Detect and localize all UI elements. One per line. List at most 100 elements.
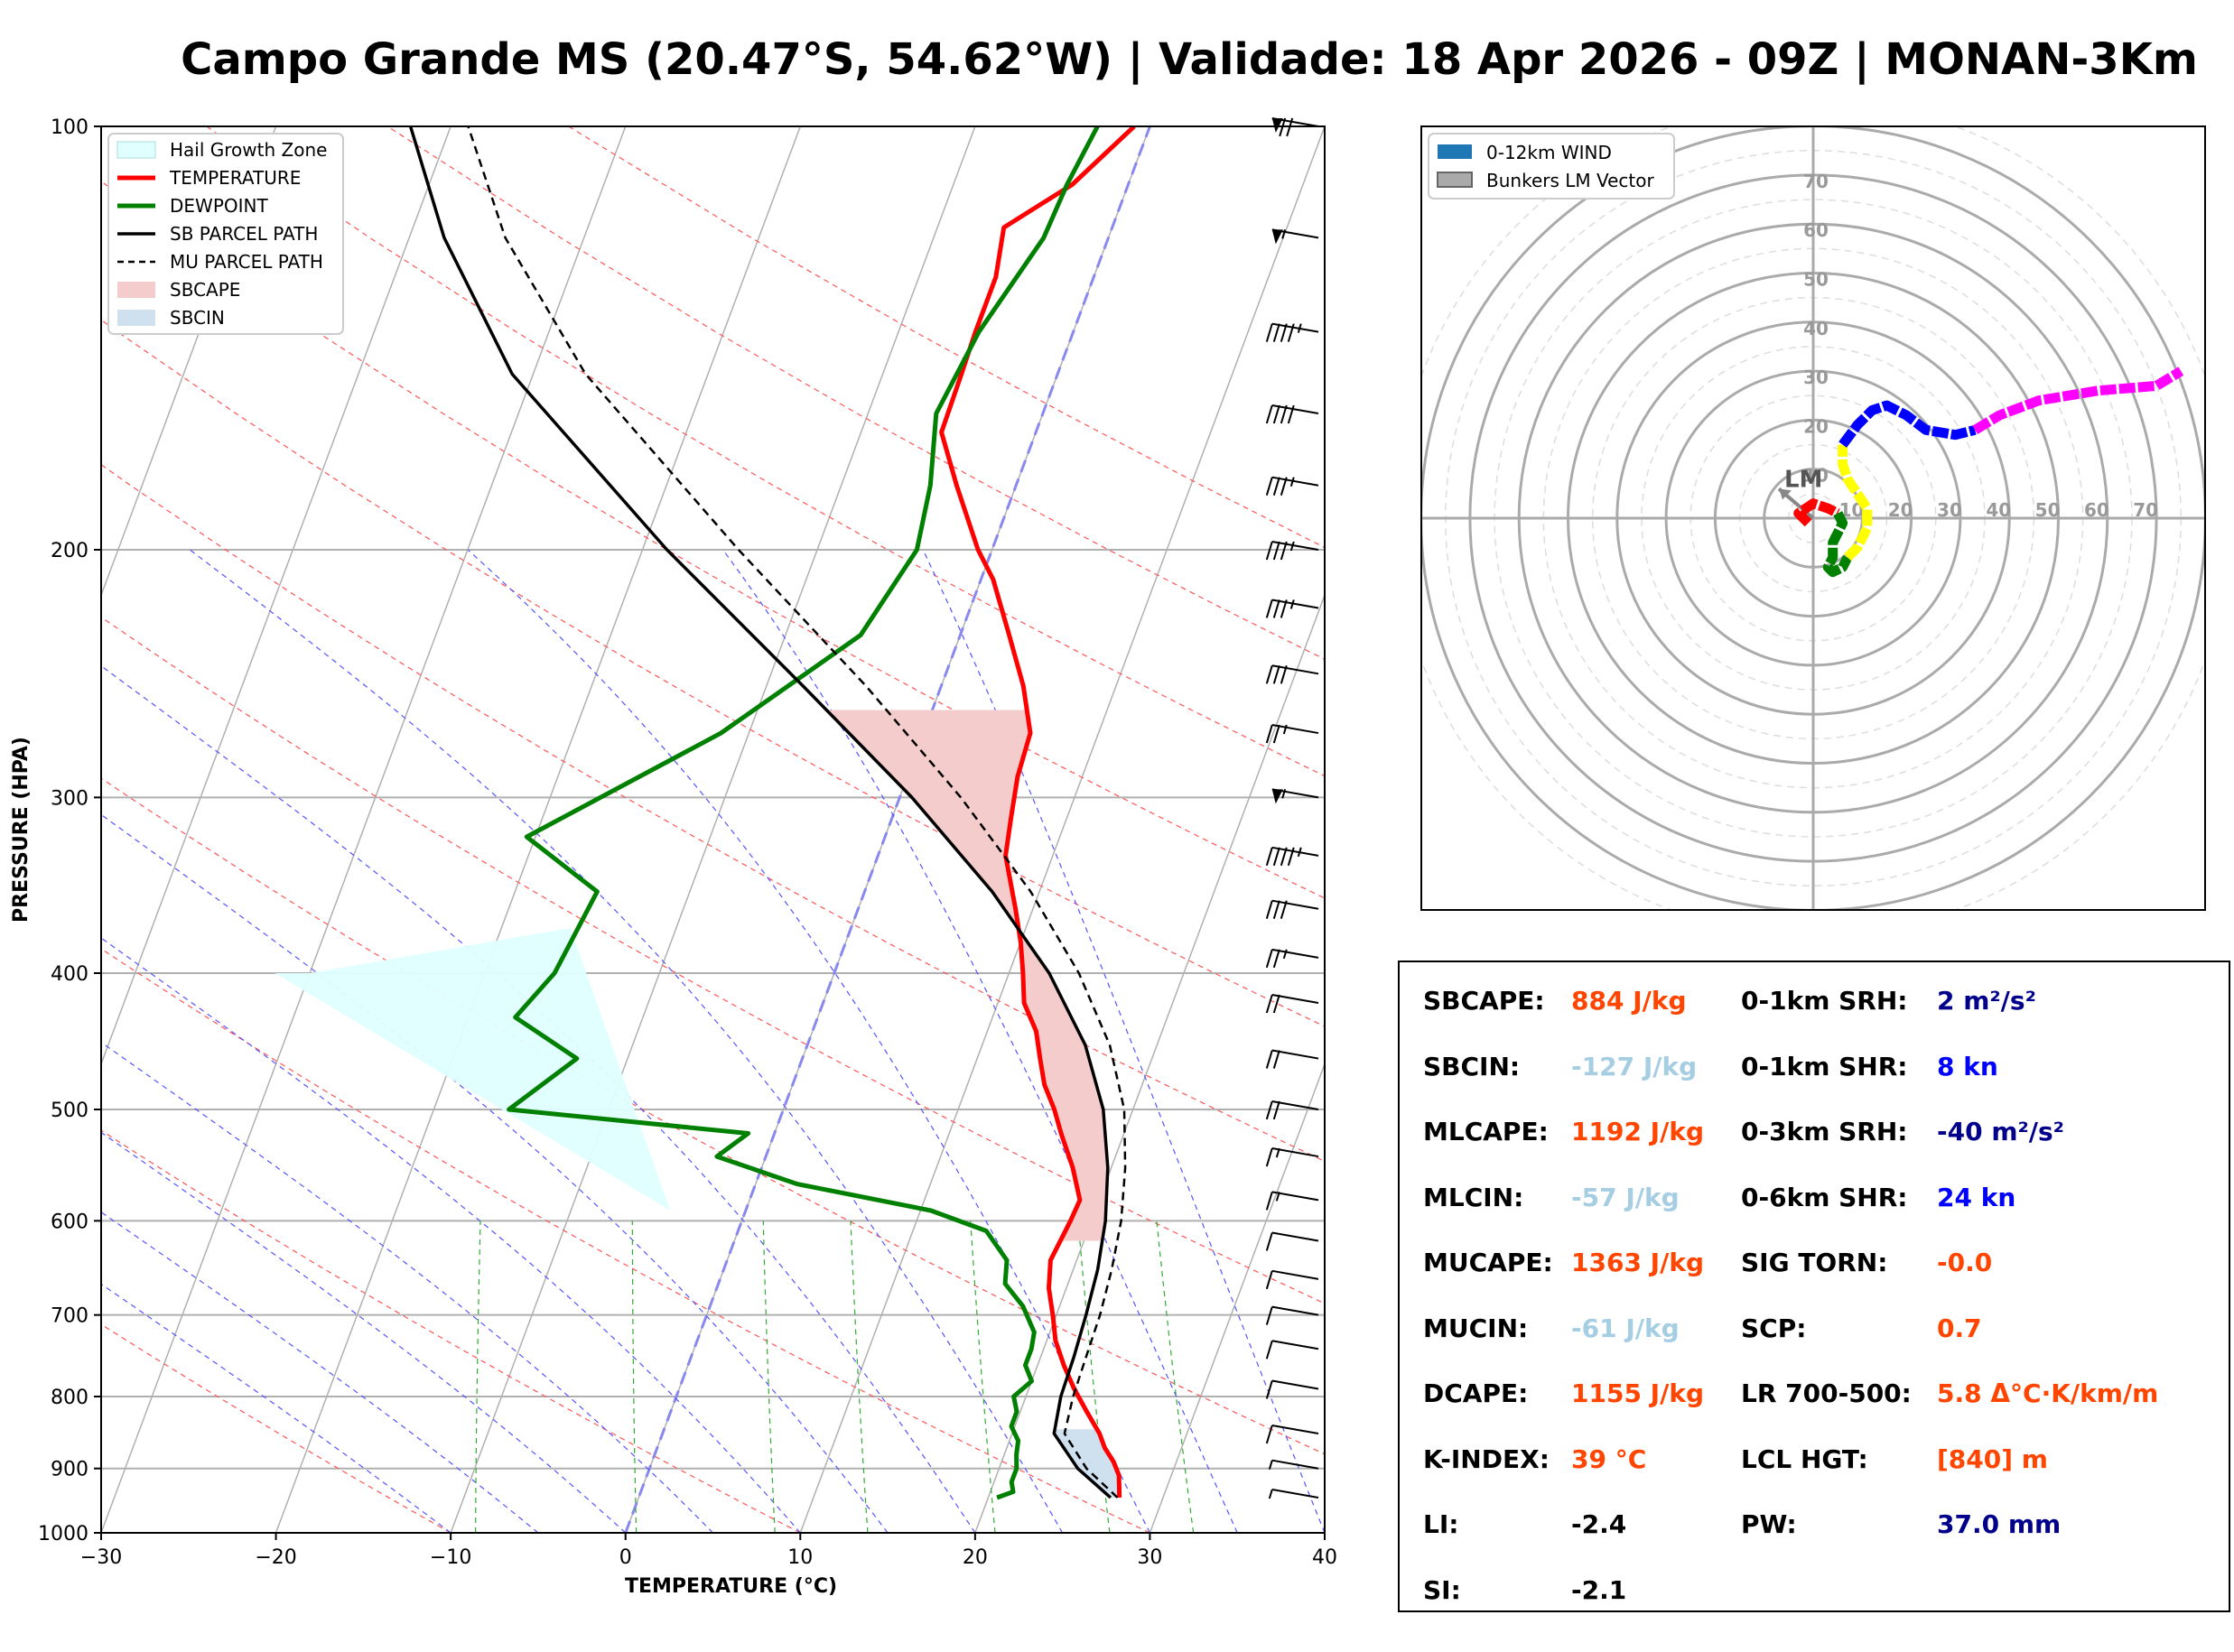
isotherm-line: [101, 126, 627, 1533]
ring-label: 30: [1937, 499, 1962, 521]
param-label: MUCIN:: [1423, 1313, 1529, 1343]
hodo-legend-label: Bunkers LM Vector: [1486, 170, 1655, 191]
legend-swatch: [1438, 144, 1472, 159]
legend-label: SB PARCEL PATH: [170, 223, 318, 245]
x-tick-label: −20: [255, 1546, 296, 1569]
lm-label: LM: [1784, 466, 1822, 493]
wind-barb: [1265, 1340, 1319, 1360]
x-tick-label: 0: [619, 1546, 632, 1569]
wind-barb: [1271, 788, 1319, 804]
wind-barb: [1265, 404, 1319, 424]
moist-adiabat-line: [101, 813, 889, 1533]
dewpoint-line: [507, 126, 1100, 1500]
wind-barb: [1265, 664, 1319, 684]
mixing-ratio-line: [1156, 1220, 1195, 1533]
isotherm-line: [799, 126, 1325, 1533]
param-label: LR 700-500:: [1741, 1378, 1912, 1408]
wind-barb: [1265, 1269, 1319, 1290]
hodograph-segment-3: [1838, 444, 1873, 561]
temperature-line: [939, 126, 1136, 1499]
y-tick-label: 600: [51, 1211, 88, 1233]
zero-isotherm-line: [624, 126, 1151, 1533]
legend-label: SBCAPE: [170, 279, 240, 301]
param-value: 24 kn: [1937, 1182, 2016, 1212]
moist-adiabat-line: [922, 549, 1325, 1533]
mixing-ratio-line: [762, 1220, 776, 1533]
param-label: SI:: [1423, 1574, 1461, 1605]
y-tick-label: 700: [51, 1305, 88, 1328]
ring-label: 20: [1888, 499, 1913, 521]
ring-label: 30: [1803, 367, 1829, 388]
legend-label: MU PARCEL PATH: [170, 251, 323, 273]
param-label: DCAPE:: [1423, 1378, 1529, 1408]
wind-barb: [1265, 724, 1319, 744]
param-label: K-INDEX:: [1423, 1443, 1550, 1474]
chart-title: Campo Grande MS (20.47°S, 54.62°W) | Val…: [181, 34, 2198, 85]
x-tick-label: 30: [1137, 1546, 1162, 1569]
legend-swatch: [1437, 172, 1473, 188]
y-axis-label: PRESSURE (HPA): [10, 737, 33, 923]
dry-adiabat-line: [101, 319, 1325, 1027]
param-label: MLCIN:: [1423, 1182, 1524, 1212]
param-value: 884 J/kg: [1571, 986, 1687, 1016]
mixing-ratio-line: [850, 1220, 869, 1533]
moist-adiabat-line: [101, 1041, 713, 1533]
wind-barb: [1265, 846, 1319, 867]
param-value: -40 m²/s²: [1937, 1117, 2064, 1146]
wind-barb: [1265, 1049, 1319, 1069]
ring-label: 60: [1803, 219, 1829, 241]
dry-adiabat-line: [101, 948, 1150, 1533]
wind-barb: [1268, 1488, 1319, 1499]
param-label: 0-1km SHR:: [1741, 1051, 1908, 1081]
dry-adiabat-line: [101, 616, 1325, 1304]
wind-barb: [1265, 476, 1319, 496]
moist-adiabat-line: [189, 549, 1064, 1533]
moist-adiabat-line: [101, 1211, 539, 1533]
x-tick-label: −10: [430, 1546, 471, 1569]
x-tick-label: −30: [80, 1546, 122, 1569]
moist-adiabat-line: [101, 664, 976, 1533]
mixing-ratio-line: [475, 1220, 481, 1533]
mu-parcel-path-line: [467, 126, 1127, 1499]
mixing-ratio-line: [970, 1220, 996, 1533]
isotherm-line: [450, 126, 976, 1533]
param-label: PW:: [1741, 1509, 1797, 1539]
legend-swatch: [117, 310, 155, 326]
wind-barb: [1265, 1231, 1319, 1251]
hodo-legend-label: 0-12km WIND: [1486, 142, 1612, 163]
param-label: SCP:: [1741, 1313, 1807, 1343]
param-value: -2.4: [1571, 1509, 1627, 1539]
legend-label: DEWPOINT: [170, 195, 268, 217]
param-value: 0.7: [1937, 1313, 1982, 1343]
param-label: 0-3km SRH:: [1741, 1117, 1908, 1146]
legend-label: SBCIN: [170, 307, 225, 329]
wind-barb: [1265, 1147, 1319, 1167]
bunkers-lm-arrowhead: [1778, 488, 1792, 500]
wind-barb: [1265, 1425, 1319, 1444]
x-axis-label: TEMPERATURE (°C): [625, 1575, 837, 1598]
param-label: MLCAPE:: [1423, 1117, 1549, 1146]
legend-label: TEMPERATURE: [169, 167, 301, 189]
ring-label: 70: [1803, 171, 1829, 192]
x-tick-label: 40: [1312, 1546, 1337, 1569]
param-value: [840] m: [1937, 1443, 2048, 1474]
wind-barb: [1265, 599, 1319, 618]
param-value: 1155 J/kg: [1571, 1378, 1704, 1408]
param-value: 37.0 mm: [1937, 1509, 2062, 1539]
hodo-legend-box: [1428, 133, 1675, 200]
param-value: -61 J/kg: [1571, 1313, 1680, 1343]
wind-barb: [1265, 1100, 1319, 1120]
ring-label: 50: [2035, 499, 2061, 521]
wind-barb: [1271, 228, 1319, 245]
wind-barb: [1265, 322, 1319, 342]
param-value: -57 J/kg: [1571, 1182, 1680, 1212]
param-label: MUCAPE:: [1423, 1248, 1553, 1277]
wind-barb: [1265, 948, 1319, 969]
legend-swatch: [117, 282, 155, 298]
ring-label: 20: [1803, 415, 1829, 437]
wind-barb: [1268, 1459, 1319, 1470]
wind-barb: [1265, 899, 1319, 919]
x-tick-label: 20: [963, 1546, 988, 1569]
x-tick-label: 10: [787, 1546, 813, 1569]
